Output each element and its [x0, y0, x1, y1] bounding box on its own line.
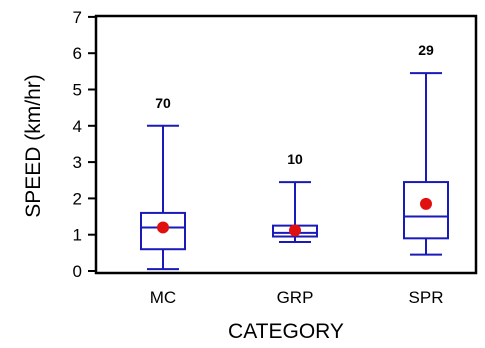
plot-frame — [94, 14, 478, 275]
y-tick-label: 1 — [73, 226, 82, 245]
box-grp: 10 — [272, 151, 318, 243]
box-mc: 70 — [140, 95, 186, 271]
count-label: 70 — [155, 95, 171, 111]
y-tick-label: 7 — [73, 8, 82, 27]
y-axis-ticks: 0 1 2 3 4 5 6 7 — [73, 8, 96, 281]
y-tick-label: 3 — [73, 153, 82, 172]
iqr-box — [403, 181, 449, 240]
iqr-box — [140, 211, 186, 251]
x-tick-label: GRP — [277, 288, 314, 307]
mean-marker — [289, 224, 301, 237]
count-label: 29 — [418, 42, 434, 58]
y-axis-title: SPEED (km/hr) — [22, 74, 45, 218]
y-tick-label: 6 — [73, 44, 82, 63]
count-label: 10 — [287, 151, 303, 167]
box-spr: 29 — [403, 42, 449, 256]
y-tick-label: 0 — [73, 262, 82, 281]
box-series: 70 10 29 — [140, 42, 449, 271]
x-axis-title: CATEGORY — [228, 320, 344, 343]
y-tick-label: 4 — [73, 117, 82, 136]
y-tick-label: 5 — [73, 81, 82, 100]
mean-marker — [420, 197, 432, 210]
x-axis-tick-labels: MC GRP SPR — [150, 288, 444, 307]
y-tick-label: 2 — [73, 189, 82, 208]
mean-marker — [157, 221, 169, 234]
x-tick-label: MC — [150, 288, 176, 307]
x-tick-label: SPR — [409, 288, 444, 307]
